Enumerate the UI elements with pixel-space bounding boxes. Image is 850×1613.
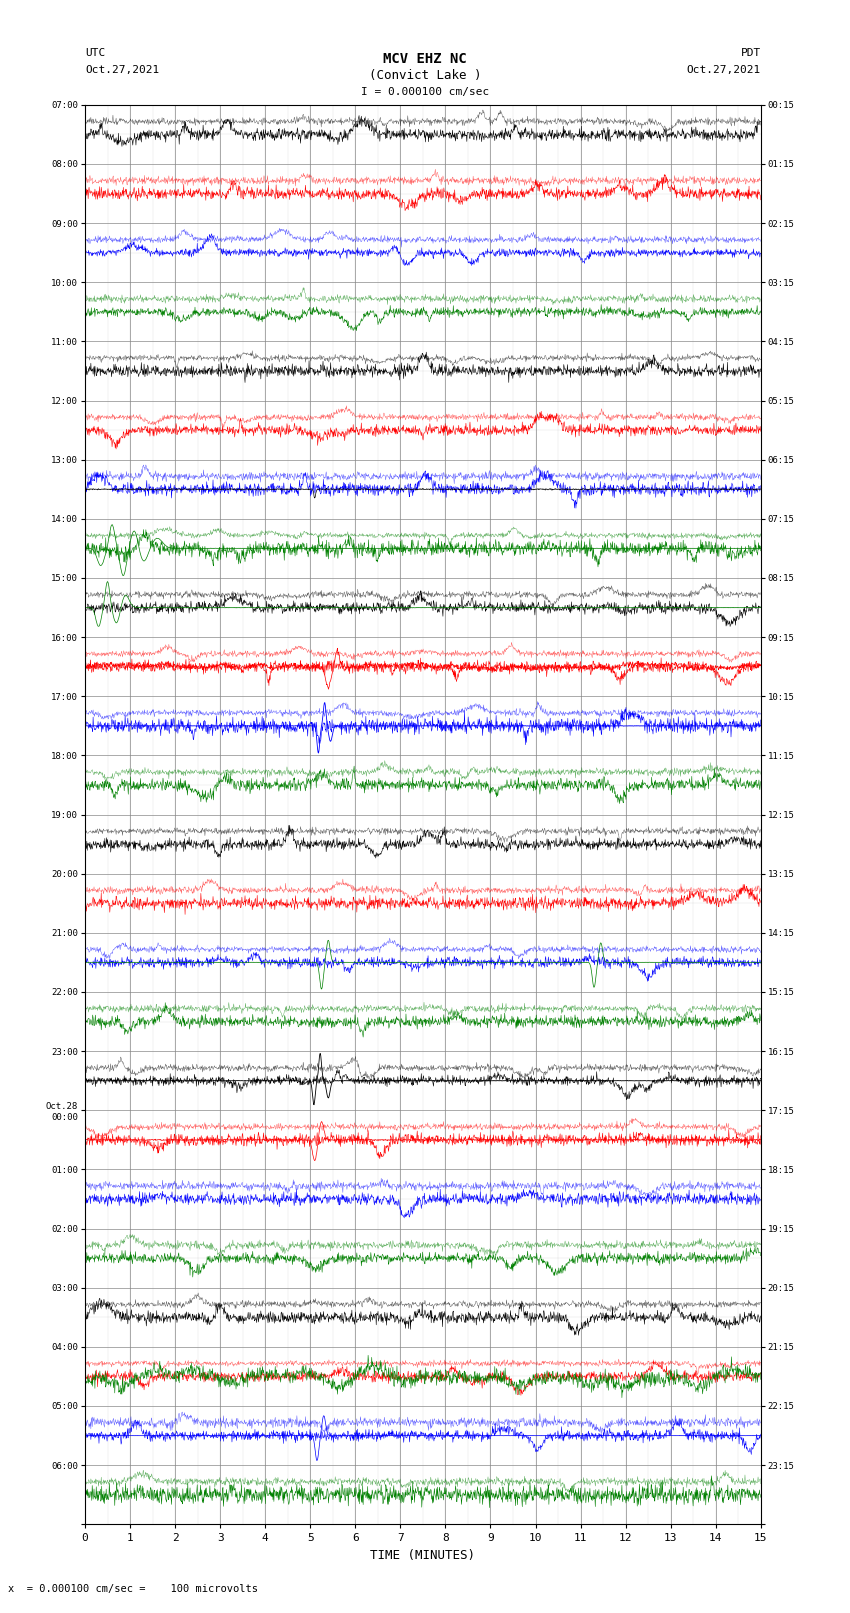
Text: x  = 0.000100 cm/sec =    100 microvolts: x = 0.000100 cm/sec = 100 microvolts (8, 1584, 258, 1594)
Text: Oct.27,2021: Oct.27,2021 (687, 65, 761, 74)
Text: I = 0.000100 cm/sec: I = 0.000100 cm/sec (361, 87, 489, 97)
Text: PDT: PDT (740, 48, 761, 58)
Text: MCV EHZ NC: MCV EHZ NC (383, 52, 467, 66)
Text: (Convict Lake ): (Convict Lake ) (369, 69, 481, 82)
Text: UTC: UTC (85, 48, 105, 58)
X-axis label: TIME (MINUTES): TIME (MINUTES) (371, 1548, 475, 1561)
Text: Oct.27,2021: Oct.27,2021 (85, 65, 159, 74)
